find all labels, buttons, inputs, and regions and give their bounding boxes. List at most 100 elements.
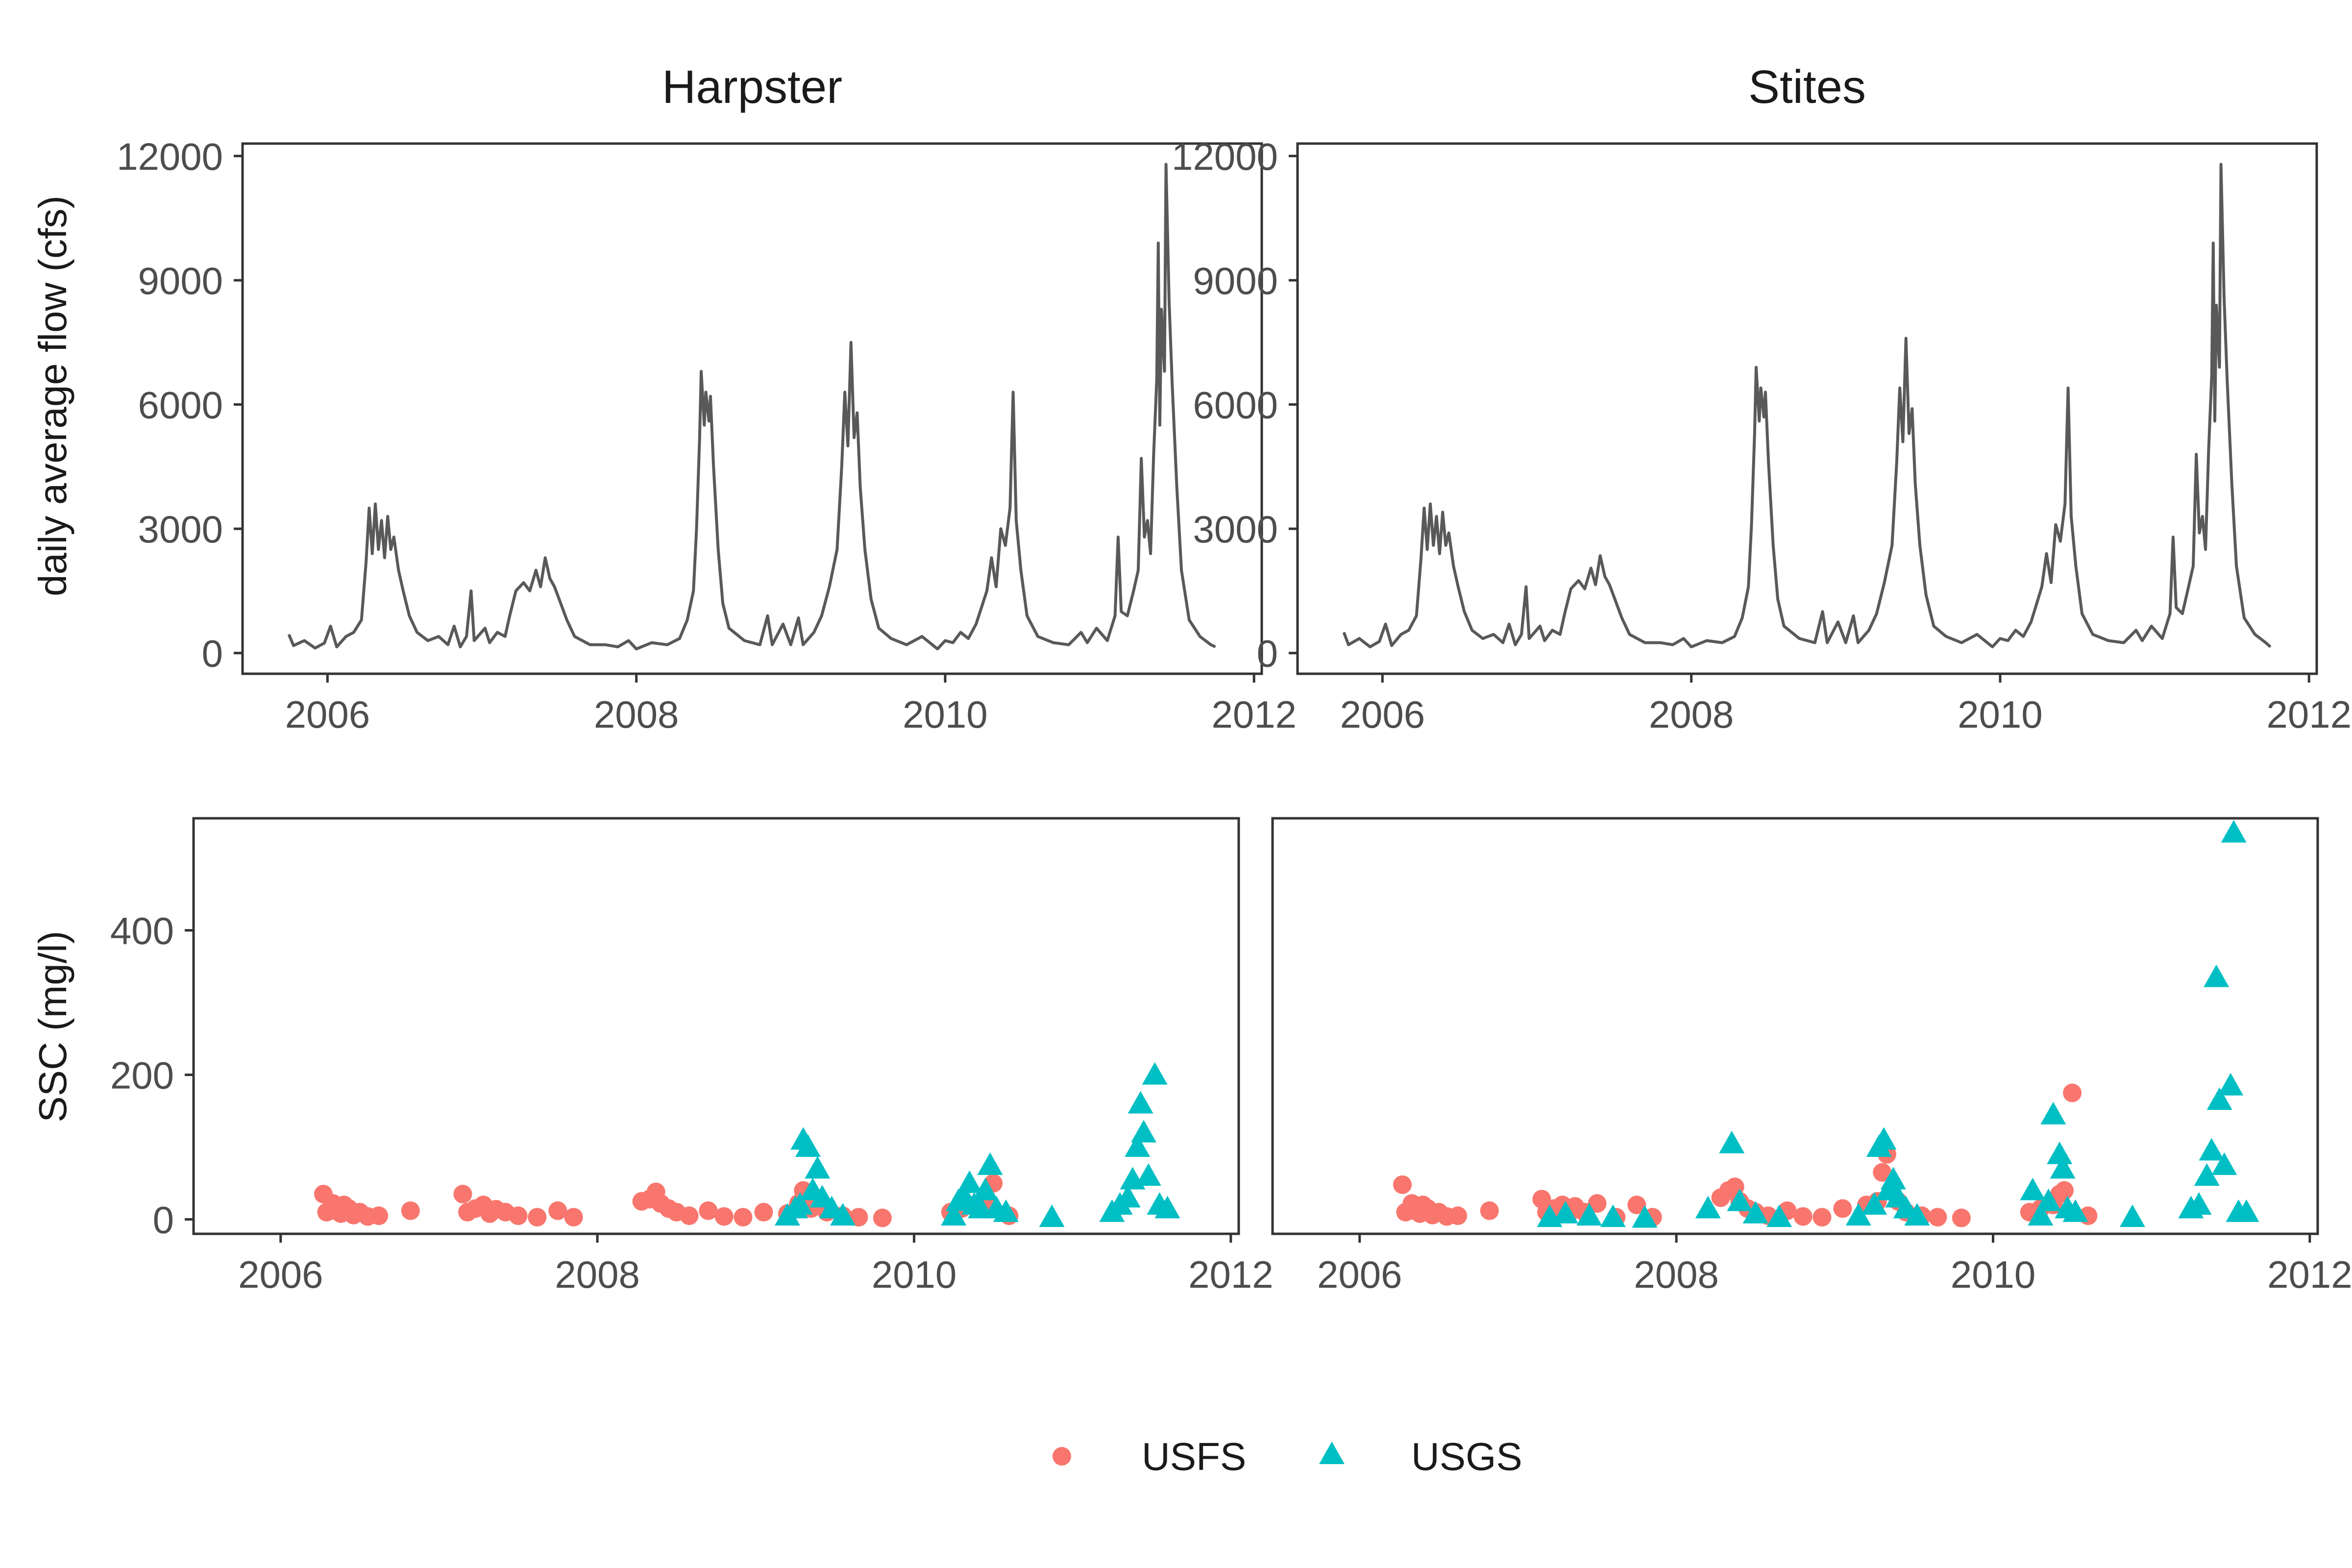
- usgs-point: [2047, 1141, 2073, 1164]
- usgs-point: [2211, 1152, 2237, 1175]
- usfs-point: [1448, 1206, 1468, 1225]
- x-tick-label-2012: 2012: [1211, 693, 1297, 736]
- legend: USFS USGS: [1053, 1435, 1522, 1478]
- usfs-point: [401, 1201, 420, 1220]
- usgs-point: [1552, 1200, 1578, 1224]
- usgs-point: [2199, 1138, 2225, 1161]
- y-tick-label-9000: 9000: [138, 259, 223, 302]
- flow-line-stites: [1342, 163, 2272, 649]
- usfs-point: [2063, 1083, 2082, 1102]
- y-tick-label-12000: 12000: [1172, 135, 1278, 178]
- flow-harpster-frame: [241, 142, 1263, 675]
- usgs-point: [1131, 1120, 1157, 1143]
- panel-title-stites: Stites: [1748, 61, 1866, 113]
- x-tick-label-2006: 2006: [1317, 1253, 1402, 1296]
- y-tick-label-6000: 6000: [138, 384, 223, 427]
- usgs-point: [2050, 1156, 2076, 1179]
- flow-y-axis-title: daily average flow (cfs): [31, 196, 74, 596]
- usgs-point: [1154, 1196, 1180, 1219]
- usgs-point: [2221, 820, 2247, 843]
- usfs-point: [1627, 1196, 1646, 1215]
- usfs-point: [1393, 1175, 1412, 1194]
- flow-stites-frame: [1296, 142, 2318, 675]
- usfs-point: [1480, 1201, 1499, 1220]
- x-tick-label-2008: 2008: [1649, 693, 1734, 736]
- y-tick-label-400: 400: [110, 909, 174, 953]
- usgs-point: [2028, 1203, 2054, 1226]
- usfs-point: [2055, 1181, 2074, 1200]
- x-tick-label-2008: 2008: [555, 1253, 640, 1296]
- usgs-point: [1845, 1203, 1871, 1226]
- usgs-point: [2204, 964, 2230, 987]
- usgs-point: [1125, 1134, 1151, 1157]
- x-tick-label-2008: 2008: [594, 693, 679, 736]
- usgs-point: [1880, 1167, 1906, 1190]
- x-tick-label-2006: 2006: [238, 1253, 323, 1296]
- x-tick-label-2008: 2008: [1634, 1253, 1719, 1296]
- usfs-point: [1833, 1199, 1852, 1218]
- usfs-point: [1793, 1207, 1813, 1226]
- usgs-point: [2206, 1087, 2232, 1110]
- legend-usfs-label: USFS: [1142, 1435, 1246, 1478]
- usgs-point: [1127, 1091, 1153, 1114]
- usgs-point: [1862, 1192, 1887, 1215]
- usfs-point: [849, 1208, 868, 1227]
- y-tick-label-12000: 12000: [117, 135, 223, 178]
- usfs-point: [1813, 1208, 1832, 1227]
- usfs-point: [1952, 1208, 1971, 1227]
- usgs-point: [1576, 1203, 1602, 1226]
- x-tick-label-2010: 2010: [872, 1253, 957, 1296]
- ssc-panel-stites: 2006 2008 2010 2012: [1271, 817, 2352, 1296]
- usgs-point: [795, 1134, 821, 1157]
- usgs-point: [805, 1156, 831, 1179]
- usgs-point: [787, 1192, 813, 1215]
- usfs-point: [369, 1206, 389, 1225]
- panel-title-harpster: Harpster: [662, 61, 842, 113]
- usfs-point: [714, 1207, 734, 1226]
- x-tick-label-2010: 2010: [1951, 1253, 2036, 1296]
- ssc-stites-frame: [1271, 817, 2319, 1235]
- usgs-point: [977, 1152, 1003, 1175]
- x-tick-label-2012: 2012: [2266, 693, 2352, 736]
- usgs-point: [1039, 1204, 1065, 1227]
- x-tick-label-2012: 2012: [2267, 1253, 2352, 1296]
- usfs-point: [528, 1208, 547, 1227]
- usfs-point: [509, 1206, 528, 1225]
- usgs-point: [2186, 1192, 2212, 1215]
- usgs-point: [993, 1199, 1019, 1222]
- y-tick-label-0: 0: [153, 1199, 174, 1242]
- usgs-point: [941, 1203, 967, 1226]
- usgs-point: [2194, 1163, 2220, 1186]
- usgs-point: [1871, 1127, 1897, 1150]
- y-tick-label-0: 0: [202, 632, 223, 675]
- usgs-point: [1115, 1185, 1141, 1208]
- y-tick-label-9000: 9000: [1193, 259, 1278, 302]
- usfs-point: [680, 1206, 699, 1225]
- usgs-point: [2040, 1102, 2066, 1125]
- usfs-point: [1928, 1208, 1947, 1227]
- usgs-point: [972, 1177, 998, 1200]
- usgs-point: [1695, 1196, 1721, 1219]
- usgs-point: [1632, 1205, 1658, 1228]
- ssc-panel-harpster: 2006 2008 2010 2012 0 200 400: [110, 817, 1274, 1296]
- x-tick-label-2012: 2012: [1188, 1253, 1274, 1296]
- usfs-point: [699, 1201, 718, 1220]
- usfs-point: [564, 1208, 583, 1227]
- flow-line-harpster: [287, 163, 1216, 651]
- flow-panel-stites: 2006 2008 2010 2012 0 3000 6000 9000 12000: [1172, 135, 2352, 736]
- usfs-point: [754, 1202, 773, 1222]
- y-tick-label-6000: 6000: [1193, 384, 1278, 427]
- y-tick-label-3000: 3000: [138, 508, 223, 551]
- usgs-point: [2119, 1204, 2145, 1227]
- ssc-harpster-frame: [192, 817, 1240, 1235]
- x-tick-label-2010: 2010: [903, 693, 988, 736]
- usgs-point: [2062, 1199, 2088, 1222]
- usgs-point: [1727, 1188, 1753, 1211]
- ssc-y-axis-title: SSC (mg/l): [31, 931, 74, 1122]
- usgs-point: [1600, 1204, 1626, 1227]
- usfs-point: [1873, 1163, 1892, 1182]
- usgs-point: [1135, 1163, 1161, 1186]
- usfs-point: [453, 1184, 472, 1203]
- usfs-point: [548, 1201, 567, 1220]
